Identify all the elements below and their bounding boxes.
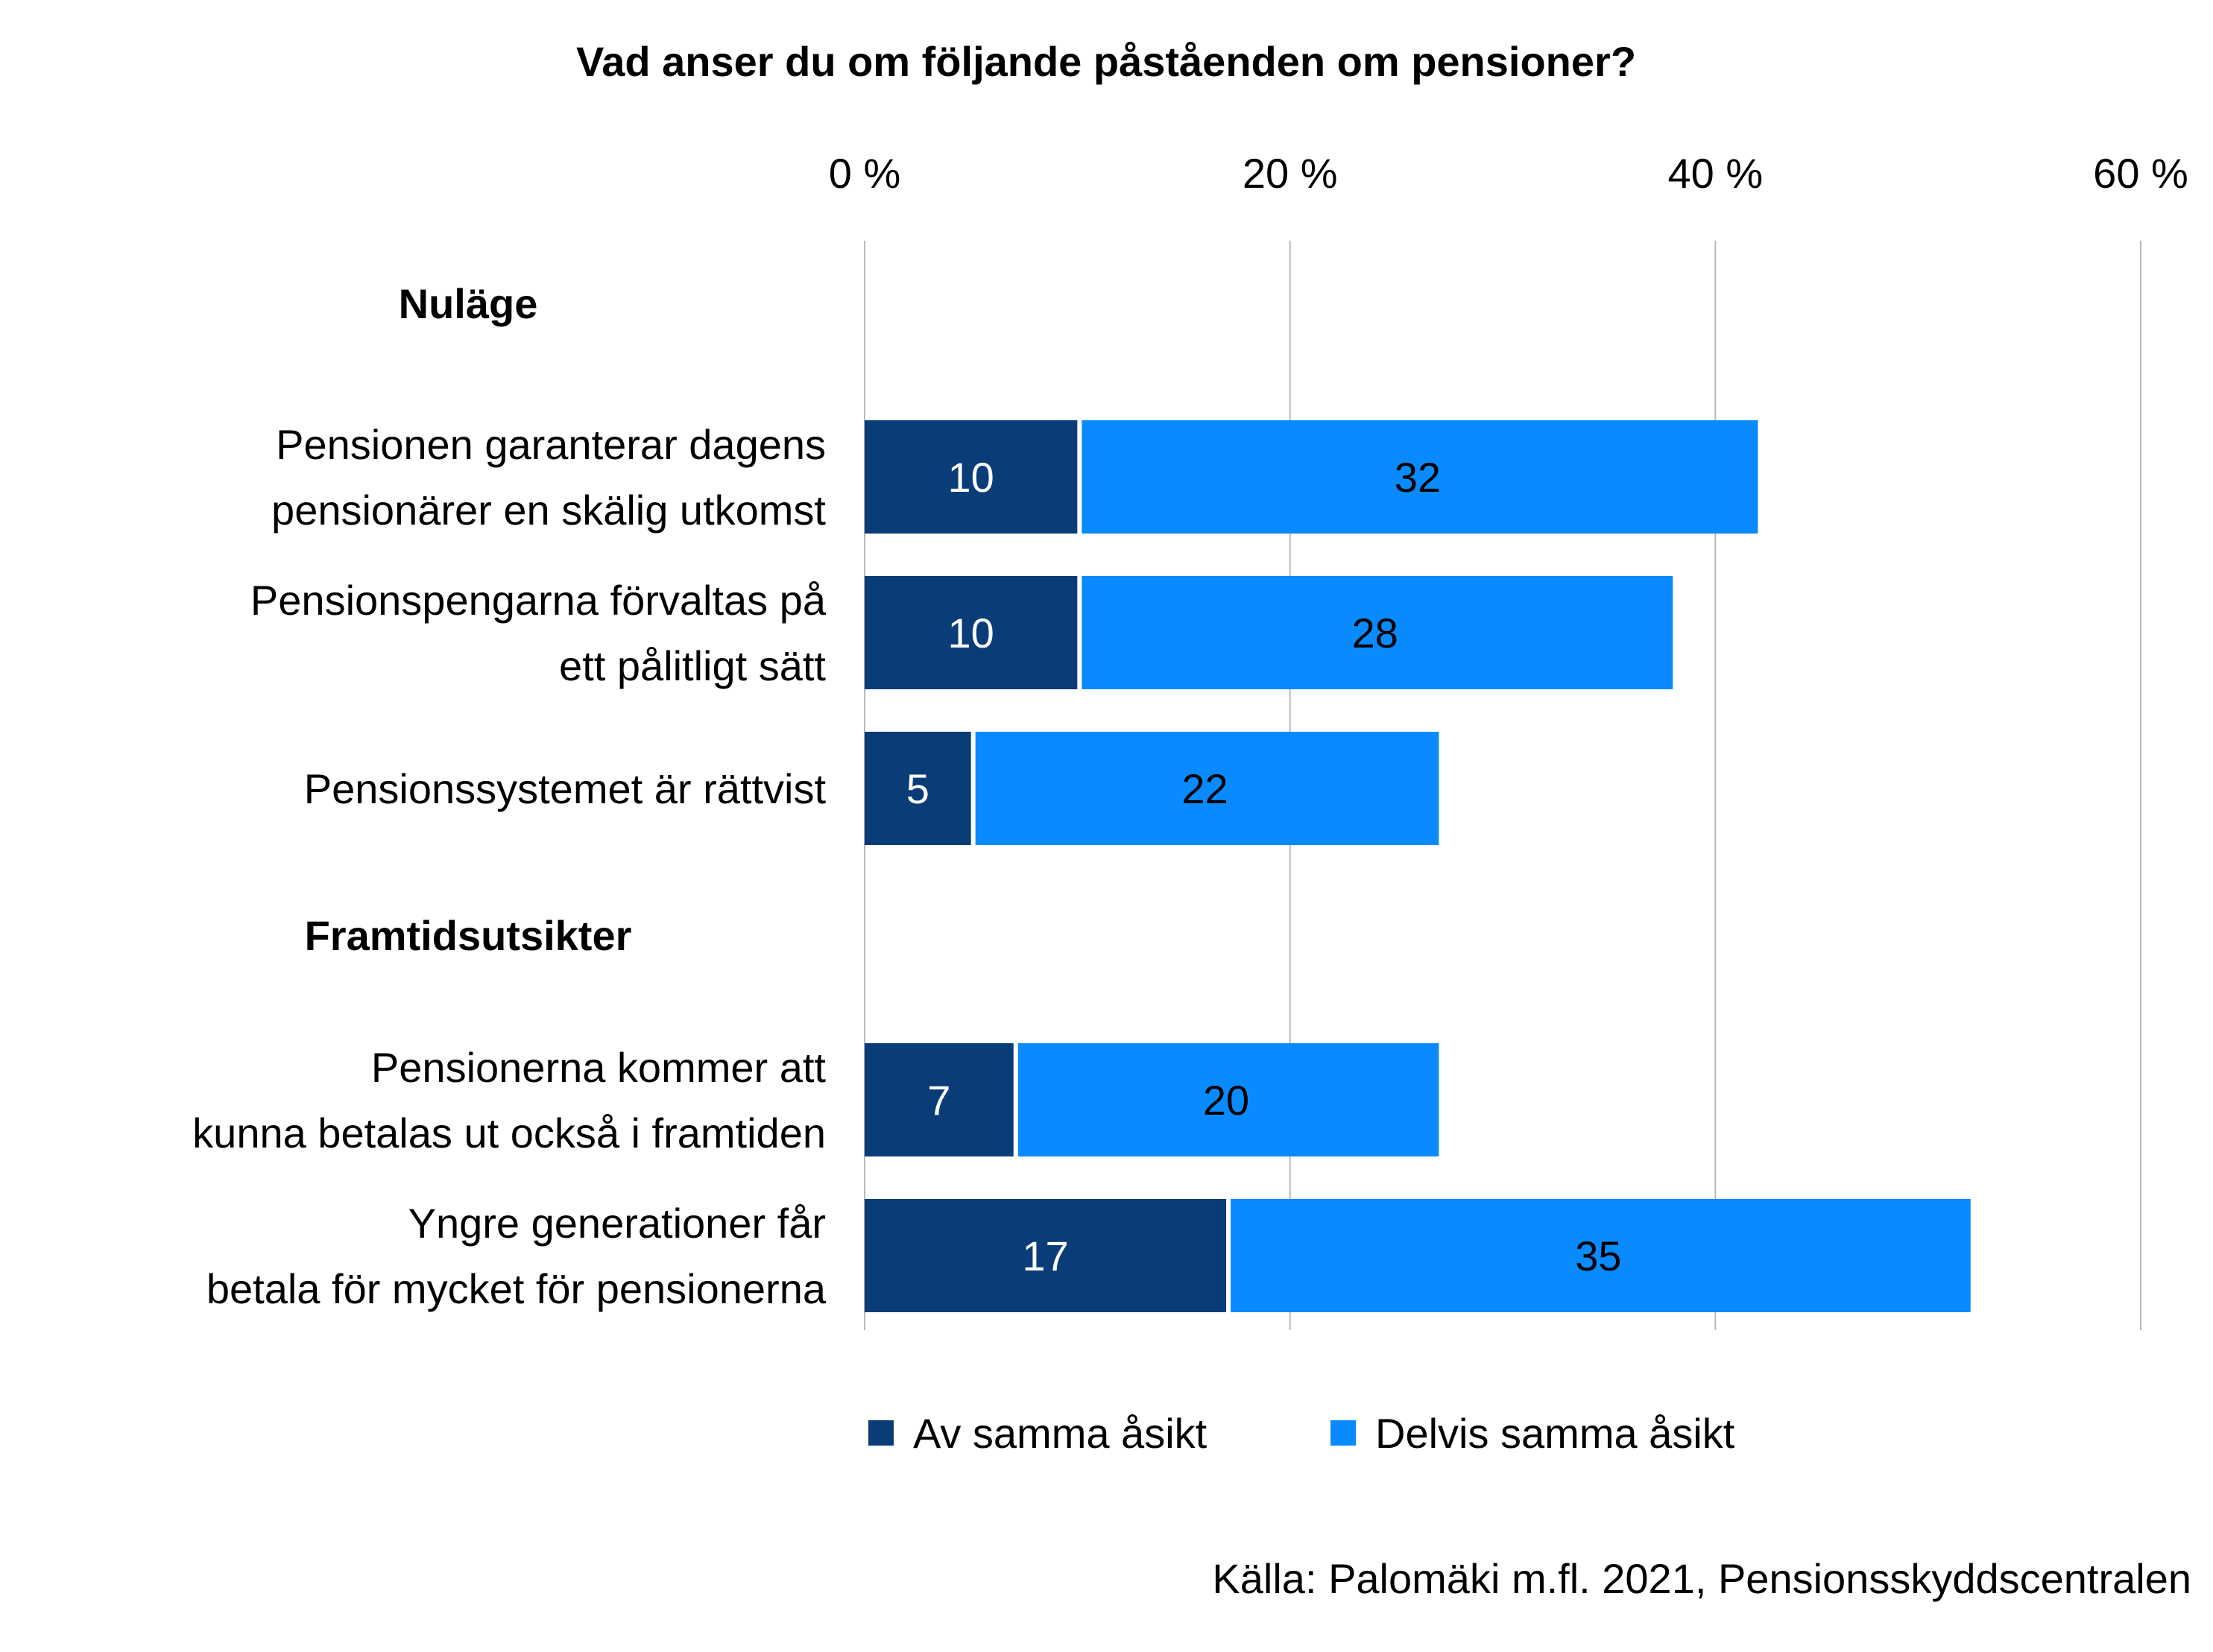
bar-segment-av-samma-asikt [865, 1043, 1014, 1156]
bars: 10 32 10 28 5 22 7 20 17 35 [865, 420, 1971, 1312]
bar-segment-av-samma-asikt [865, 576, 1078, 689]
x-tick-label: 40 % [1668, 150, 1764, 197]
category-labels: Nuläge Pensionen garanterar dagens pension… [192, 280, 827, 1312]
bar-segment-av-samma-asikt [865, 420, 1078, 534]
legend-label: Delvis samma åsikt [1375, 1410, 1735, 1457]
bar-segment-delvis-samma-asikt [1082, 420, 1758, 534]
bar-segment-delvis-samma-asikt [1231, 1199, 1971, 1312]
source-note: Källa: Palomäki m.fl. 2021, Pensionsskyd… [1212, 1555, 2191, 1602]
bar-segment-av-samma-asikt [865, 1199, 1227, 1312]
data-label-av-samma-asikt: 7 [927, 1077, 950, 1124]
bar-segment-av-samma-asikt [865, 732, 971, 845]
bar-segment-delvis-samma-asikt [1082, 576, 1673, 689]
bar-segment-delvis-samma-asikt [1017, 1043, 1439, 1156]
x-tick-label: 0 % [829, 150, 901, 197]
category-label: pensionärer en skälig utkomst [271, 487, 826, 534]
data-label-delvis-samma-asikt: 22 [1181, 765, 1228, 812]
chart-title: Vad anser du om följande påståenden om p… [576, 38, 1636, 85]
legend-label: Av samma åsikt [913, 1410, 1207, 1457]
category-label: ett pålitligt sätt [559, 642, 826, 689]
category-label: Pensionspengarna förvaltas på [250, 577, 827, 624]
legend-swatch [868, 1420, 894, 1446]
category-label: Pensionerna kommer att [371, 1044, 827, 1091]
legend-swatch [1330, 1420, 1356, 1446]
data-label-delvis-samma-asikt: 35 [1575, 1232, 1621, 1279]
category-label: Pensionen garanterar dagens [276, 421, 826, 468]
data-label-av-samma-asikt: 17 [1022, 1232, 1068, 1279]
category-label: kunna betalas ut också i framtiden [192, 1110, 826, 1156]
section-title: Nuläge [399, 280, 538, 327]
category-label: Yngre generationer får [408, 1200, 826, 1247]
data-label-av-samma-asikt: 10 [948, 454, 994, 501]
data-label-delvis-samma-asikt: 28 [1352, 610, 1398, 656]
legend: Av samma åsikt Delvis samma åsikt [868, 1410, 1735, 1457]
section-title: Framtidsutsikter [305, 912, 632, 959]
x-axis-tick-labels: 0 % 20 % 40 % 60 % [829, 150, 2188, 197]
data-label-delvis-samma-asikt: 20 [1203, 1077, 1249, 1124]
data-label-av-samma-asikt: 10 [948, 610, 994, 656]
x-tick-label: 60 % [2093, 150, 2188, 197]
x-tick-label: 20 % [1243, 150, 1338, 197]
data-label-delvis-samma-asikt: 32 [1395, 454, 1441, 501]
data-label-av-samma-asikt: 5 [906, 765, 929, 812]
category-label: betala för mycket för pensionerna [206, 1265, 827, 1312]
bar-segment-delvis-samma-asikt [975, 732, 1439, 845]
category-label: Pensionssystemet är rättvist [304, 765, 827, 812]
